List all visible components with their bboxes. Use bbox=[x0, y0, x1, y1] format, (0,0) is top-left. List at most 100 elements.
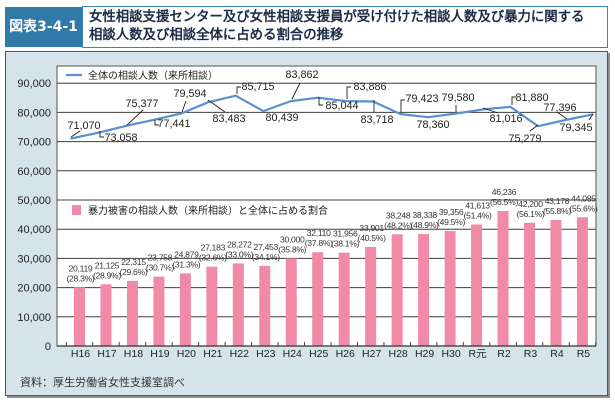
x-tick-label: H30 bbox=[441, 348, 460, 360]
line-value-label: 77,441 bbox=[157, 118, 190, 130]
leader-line bbox=[236, 86, 241, 94]
bar-R5 bbox=[576, 217, 588, 346]
line-point-H28 bbox=[399, 113, 402, 115]
bar-value-label: 30,000 bbox=[280, 234, 305, 244]
line-value-label: 83,862 bbox=[285, 69, 318, 81]
bar-percent-label: (48.2%) bbox=[384, 220, 412, 230]
bar-H25 bbox=[312, 252, 324, 346]
line-value-label: 73,058 bbox=[104, 132, 137, 144]
line-value-label: 77,396 bbox=[543, 102, 576, 114]
y-tick-label: 60,000 bbox=[17, 166, 51, 178]
line-value-label: 78,360 bbox=[416, 119, 449, 131]
y-tick-label: 70,000 bbox=[17, 137, 51, 149]
line-value-label: 83,483 bbox=[212, 113, 245, 125]
bar-value-label: 38,248 bbox=[386, 210, 411, 220]
leader-line bbox=[318, 97, 323, 106]
y-tick-label: 30,000 bbox=[17, 253, 51, 265]
leader-line bbox=[291, 82, 301, 100]
x-tick-label: H17 bbox=[97, 348, 116, 360]
line-point-H22 bbox=[235, 94, 237, 97]
bar-percent-label: (40.5%) bbox=[358, 233, 386, 243]
bar-H26 bbox=[338, 252, 350, 346]
bar-R4 bbox=[550, 219, 562, 346]
bar-H22 bbox=[232, 263, 244, 346]
leader-line bbox=[482, 107, 499, 114]
bar-H18 bbox=[126, 280, 138, 346]
figure-title: 女性相談支援センター及び女性相談支援員が受け付けた相談人数及び暴力に関する 相談… bbox=[82, 6, 608, 48]
figure-title-line-2: 相談人数及び相談全体に占める割合の推移 bbox=[89, 27, 344, 43]
line-value-label: 75,279 bbox=[508, 133, 541, 145]
x-tick-label: H28 bbox=[389, 348, 408, 360]
line-value-label: 83,718 bbox=[360, 114, 393, 126]
x-tick-label: H18 bbox=[124, 348, 143, 360]
line-value-label: 81,016 bbox=[489, 113, 522, 125]
line-value-label: 75,377 bbox=[125, 98, 158, 110]
bar-percent-label: (49.5%) bbox=[437, 217, 465, 227]
bar-R2 bbox=[497, 210, 509, 346]
line-point-H16 bbox=[70, 137, 72, 140]
line-value-label: 79,594 bbox=[173, 88, 206, 100]
x-tick-label: R元 bbox=[469, 348, 488, 360]
line-point-H17 bbox=[97, 131, 100, 134]
x-tick-label: H19 bbox=[150, 348, 169, 360]
x-tick-label: R2 bbox=[497, 348, 511, 360]
x-tick-label: R3 bbox=[524, 348, 538, 360]
line-value-label: 85,044 bbox=[325, 100, 358, 112]
y-tick-label: 20,000 bbox=[17, 283, 51, 295]
line-point-H20 bbox=[180, 112, 182, 115]
x-tick-label: H16 bbox=[71, 348, 90, 360]
line-value-label: 81,880 bbox=[515, 92, 548, 104]
leader-line bbox=[529, 124, 539, 132]
bar-value-label: 39,356 bbox=[439, 207, 464, 217]
line-point-H26 bbox=[344, 100, 347, 102]
x-tick-label: H21 bbox=[203, 348, 222, 360]
figure-title-line-1: 女性相談支援センター及び女性相談支援員が受け付けた相談人数及び暴力に関する bbox=[89, 10, 585, 25]
leader-line bbox=[346, 86, 351, 99]
leader-line bbox=[207, 99, 226, 113]
line-point-R4 bbox=[564, 119, 567, 121]
line-point-R2 bbox=[509, 106, 512, 108]
bar-R3 bbox=[523, 222, 535, 346]
line-point-H29 bbox=[427, 116, 429, 118]
x-tick-label: H24 bbox=[283, 348, 302, 360]
bar-H30 bbox=[444, 231, 456, 346]
line-point-H19 bbox=[152, 119, 155, 121]
bar-value-label: 22,315 bbox=[121, 257, 146, 267]
bar-H17 bbox=[100, 284, 112, 346]
bar-percent-label: (55.6%) bbox=[569, 203, 597, 213]
leader-line bbox=[181, 100, 187, 113]
bar-H20 bbox=[179, 273, 191, 346]
line-point-H21 bbox=[207, 101, 210, 104]
bar-percent-label: (55.8%) bbox=[543, 206, 571, 216]
bar-H23 bbox=[259, 265, 271, 346]
leader-line bbox=[126, 109, 144, 126]
line-point-H24 bbox=[289, 100, 292, 102]
line-series-total bbox=[70, 94, 594, 140]
bar-percent-label: (32.6%) bbox=[199, 253, 227, 263]
legend-line-label: 全体の相談人数（来所相談） bbox=[88, 69, 218, 82]
x-tick-label: R5 bbox=[577, 348, 591, 360]
x-tick-label: H27 bbox=[362, 348, 381, 360]
y-tick-label: 10,000 bbox=[17, 312, 51, 324]
line-value-label: 79,345 bbox=[559, 122, 592, 134]
line-point-H18 bbox=[125, 125, 127, 127]
bar-percent-label: (30.7%) bbox=[146, 263, 174, 273]
figure-number-label: 図表3-4-1 bbox=[5, 7, 82, 47]
leader-line bbox=[70, 130, 81, 138]
line-value-label: 80,439 bbox=[265, 112, 298, 124]
leader-line bbox=[588, 113, 594, 121]
bar-percent-label: (28.3%) bbox=[67, 273, 95, 283]
leader-line bbox=[154, 120, 159, 126]
line-value-label: 85,715 bbox=[241, 81, 274, 93]
x-tick-label: R4 bbox=[550, 348, 564, 360]
line-value-label: 79,580 bbox=[441, 92, 474, 104]
bar-value-label: 27,453 bbox=[254, 242, 279, 252]
line-value-label: 83,886 bbox=[353, 81, 386, 93]
y-tick-label: 90,000 bbox=[17, 78, 51, 90]
bar-value-label: 44,085 bbox=[571, 193, 596, 203]
bar-percent-label: (37.8%) bbox=[305, 238, 333, 248]
leader-line bbox=[511, 96, 516, 105]
line-point-R元 bbox=[482, 108, 484, 111]
y-tick-label: 50,000 bbox=[17, 195, 51, 207]
bar-value-label: 21,125 bbox=[95, 260, 120, 270]
